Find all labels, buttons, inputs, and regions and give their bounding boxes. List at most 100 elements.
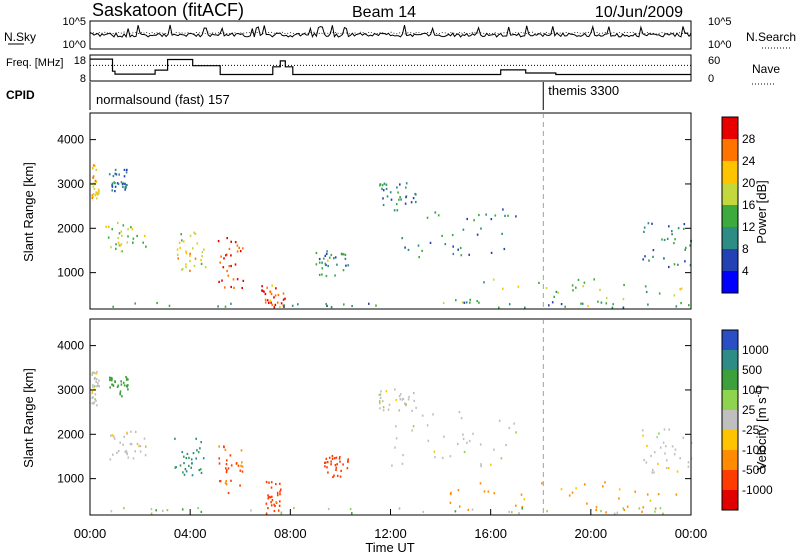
heatmap-cell — [184, 468, 187, 471]
heatmap-cell — [108, 173, 111, 176]
heatmap-cell — [132, 457, 135, 460]
heatmap-cell — [397, 191, 399, 194]
heatmap-cell — [91, 166, 94, 170]
heatmap-cell — [121, 395, 123, 398]
heatmap-cell — [91, 194, 94, 197]
heatmap-cell — [110, 246, 112, 249]
heatmap-cell — [271, 284, 273, 287]
heatmap-cell — [687, 465, 690, 468]
y-tick-label: 1000 — [57, 472, 84, 486]
heatmap-cell — [605, 296, 608, 300]
heatmap-cell — [96, 404, 98, 407]
heatmap-cell — [125, 375, 127, 379]
freq-left-tick-bottom: 8 — [80, 73, 86, 85]
heatmap-cell — [241, 286, 243, 290]
heatmap-cell — [94, 385, 96, 388]
heatmap-cell — [333, 457, 336, 460]
heatmap-cell — [665, 466, 668, 470]
heatmap-cell — [97, 384, 99, 387]
heatmap-cell — [92, 164, 95, 167]
heatmap-cell — [382, 197, 384, 200]
colorbar-frame — [721, 329, 739, 511]
heatmap-cell — [586, 502, 588, 505]
heatmap-cell — [175, 466, 177, 469]
heatmap-cell — [404, 202, 407, 205]
heatmap-cell — [466, 441, 468, 444]
heatmap-cell — [680, 287, 683, 290]
velocity-panel-frame — [89, 318, 692, 516]
heatmap-cell — [330, 460, 332, 463]
heatmap-cell — [455, 299, 457, 302]
heatmap-cell — [385, 390, 388, 393]
heatmap-cell — [114, 380, 116, 384]
heatmap-cell — [421, 414, 424, 417]
heatmap-cell — [415, 406, 417, 409]
heatmap-cell — [97, 188, 100, 191]
heatmap-cell — [114, 190, 116, 193]
heatmap-cell — [504, 214, 506, 217]
heatmap-cell — [564, 305, 566, 308]
heatmap-cell — [116, 451, 118, 454]
heatmap-cell — [125, 186, 127, 189]
heatmap-cell — [571, 284, 574, 287]
heatmap-cell — [493, 492, 496, 495]
heatmap-cell — [432, 413, 434, 416]
heatmap-cell — [125, 378, 128, 381]
heatmap-cell — [587, 305, 589, 308]
heatmap-cell — [120, 181, 123, 184]
heatmap-cell — [402, 397, 405, 400]
heatmap-cell — [342, 463, 344, 466]
heatmap-cell — [657, 462, 659, 465]
colorbar-swatch — [722, 410, 738, 430]
freq-left-tick-top: 18 — [74, 55, 86, 67]
heatmap-cell — [339, 475, 342, 478]
heatmap-cell — [200, 471, 203, 474]
heatmap-cell — [264, 298, 267, 301]
heatmap-cell — [273, 509, 276, 513]
heatmap-cell — [479, 443, 482, 446]
heatmap-cell — [105, 225, 107, 228]
y-tick-label: 2000 — [57, 221, 84, 235]
heatmap-cell — [91, 196, 94, 200]
heatmap-cell — [230, 254, 232, 257]
heatmap-cell — [658, 432, 660, 435]
heatmap-cell — [227, 467, 230, 470]
colorbar-tick-label: -1000 — [742, 483, 773, 497]
x-tick-label: 20:00 — [575, 526, 608, 541]
heatmap-cell — [326, 466, 328, 469]
heatmap-cell — [646, 493, 649, 496]
heatmap-cell — [375, 304, 377, 307]
heatmap-cell — [399, 196, 401, 199]
heatmap-cell — [459, 246, 462, 250]
heatmap-cell — [605, 511, 607, 514]
heatmap-cell — [427, 439, 430, 442]
heatmap-cell — [224, 286, 226, 289]
heatmap-cell — [118, 173, 120, 176]
heatmap-cell — [662, 512, 664, 515]
bracket: ] — [754, 386, 769, 390]
heatmap-cell — [183, 455, 185, 458]
heatmap-cell — [668, 225, 670, 228]
heatmap-cell — [134, 430, 137, 433]
heatmap-cell — [221, 279, 223, 282]
freq-series — [90, 58, 691, 76]
heatmap-cell — [398, 395, 401, 398]
heatmap-cell — [293, 506, 295, 510]
heatmap-cell — [471, 508, 474, 511]
heatmap-cell — [395, 203, 398, 206]
heatmap-cell — [487, 490, 490, 493]
heatmap-cell — [580, 302, 582, 305]
heatmap-cell — [351, 304, 353, 308]
colorbar-swatch — [722, 350, 738, 370]
heatmap-cell — [381, 400, 384, 403]
heatmap-cell — [111, 182, 114, 185]
heatmap-cell — [283, 304, 285, 307]
heatmap-cell — [183, 240, 185, 243]
heatmap-cell — [443, 435, 445, 438]
heatmap-cell — [134, 450, 136, 453]
heatmap-cell — [494, 214, 497, 217]
heatmap-cell — [185, 457, 188, 460]
heatmap-cell — [126, 168, 128, 171]
heatmap-cell — [469, 301, 471, 304]
